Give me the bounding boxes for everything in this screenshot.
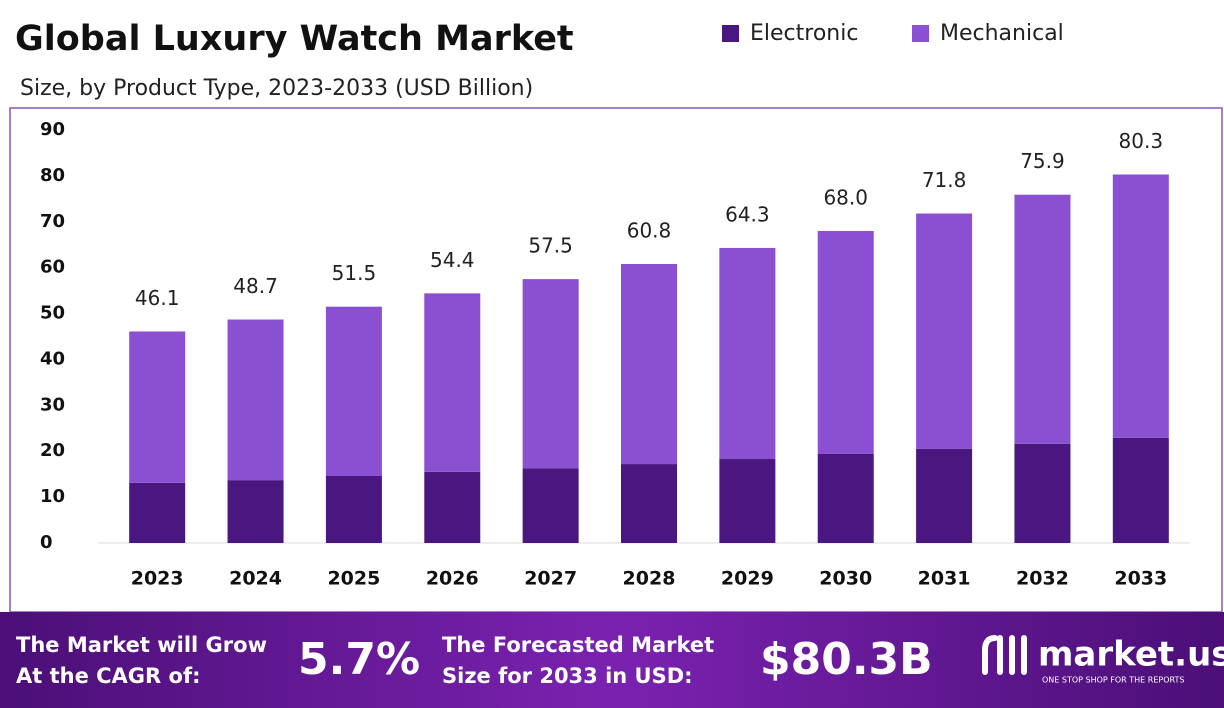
y-tick-label: 90 xyxy=(40,119,65,140)
x-tick-label: 2026 xyxy=(426,568,479,590)
x-tick-label: 2023 xyxy=(131,568,184,590)
banner-text: Size for 2033 in USD: xyxy=(442,664,693,688)
bar-segment xyxy=(129,331,186,483)
x-tick-label: 2024 xyxy=(229,568,282,590)
bar-segment xyxy=(719,459,776,543)
banner-value: 5.7% xyxy=(298,634,420,685)
chart-title: Global Luxury Watch Market xyxy=(15,19,574,59)
total-label: 68.0 xyxy=(823,185,868,209)
banner-text: At the CAGR of: xyxy=(16,664,201,688)
y-tick-label: 50 xyxy=(40,303,65,324)
y-tick-label: 10 xyxy=(40,486,65,507)
y-tick-label: 0 xyxy=(40,532,53,553)
bar-segment xyxy=(621,263,677,465)
logo: market.us xyxy=(1038,635,1224,675)
x-tick-label: 2030 xyxy=(819,568,872,590)
bar-segment xyxy=(325,476,382,543)
bar-segment xyxy=(227,319,284,481)
total-label: 51.5 xyxy=(332,261,377,285)
bar-segment xyxy=(522,279,579,469)
banner xyxy=(0,612,1224,708)
bar-segment xyxy=(817,453,874,543)
x-tick-label: 2029 xyxy=(721,568,774,590)
banner-text: The Forecasted Market xyxy=(442,633,714,657)
y-tick-label: 20 xyxy=(40,440,65,461)
bar-segment xyxy=(817,230,874,454)
total-label: 54.4 xyxy=(430,248,475,272)
legend-swatch xyxy=(912,25,929,42)
x-tick-label: 2033 xyxy=(1114,568,1167,590)
y-tick-label: 30 xyxy=(40,394,65,415)
total-label: 75.9 xyxy=(1020,149,1065,173)
x-tick-label: 2025 xyxy=(327,568,380,590)
legend-label: Electronic xyxy=(750,21,858,46)
total-label: 60.8 xyxy=(627,218,672,242)
bar-segment xyxy=(522,468,579,543)
bar-segment xyxy=(1014,194,1071,444)
total-label: 80.3 xyxy=(1119,129,1164,153)
bar-segment xyxy=(916,448,973,543)
bar-segment xyxy=(719,247,776,460)
bar-segment xyxy=(1112,174,1169,438)
bar-segment xyxy=(621,464,677,543)
total-label: 71.8 xyxy=(922,168,967,192)
bar-segment xyxy=(424,293,481,472)
bar-segment xyxy=(424,471,481,543)
legend-label: Mechanical xyxy=(940,21,1064,46)
y-tick-label: 60 xyxy=(40,257,65,278)
x-tick-label: 2032 xyxy=(1016,568,1069,590)
total-label: 48.7 xyxy=(233,274,278,298)
x-tick-label: 2031 xyxy=(918,568,971,590)
bar-segment xyxy=(1014,443,1071,543)
tagline: ONE STOP SHOP FOR THE REPORTS xyxy=(1042,676,1184,685)
x-tick-label: 2027 xyxy=(524,568,577,590)
x-tick-label: 2028 xyxy=(623,568,676,590)
bar-segment xyxy=(129,482,186,543)
y-tick-label: 70 xyxy=(40,211,65,232)
bar-segment xyxy=(227,480,284,543)
total-label: 57.5 xyxy=(528,234,573,258)
legend-swatch xyxy=(722,25,739,42)
banner-text: The Market will Grow xyxy=(16,633,267,657)
bar-segment xyxy=(325,306,382,477)
banner-value: $80.3B xyxy=(760,634,933,685)
total-label: 46.1 xyxy=(135,286,180,310)
bar-segment xyxy=(916,213,973,449)
y-tick-label: 80 xyxy=(40,165,65,186)
bar-segment xyxy=(1112,437,1169,543)
logo-icon xyxy=(982,635,1027,675)
chart-subtitle: Size, by Product Type, 2023-2033 (USD Bi… xyxy=(20,76,533,101)
total-label: 64.3 xyxy=(725,202,770,226)
y-tick-label: 40 xyxy=(40,348,65,369)
